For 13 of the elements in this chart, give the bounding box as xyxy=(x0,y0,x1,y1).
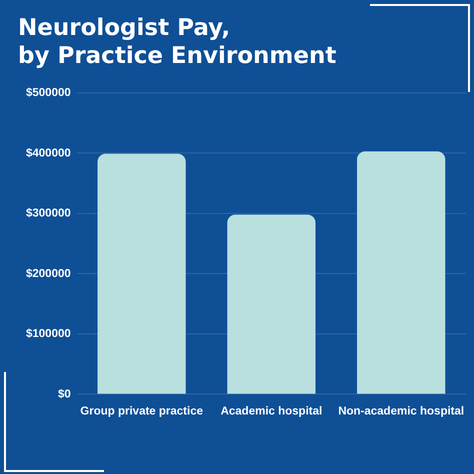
chart-title: Neurologist Pay, by Practice Environment xyxy=(18,14,336,70)
x-tick-label: Non-academic hospital xyxy=(338,405,464,418)
y-tick-label: $400000 xyxy=(26,147,71,160)
bar xyxy=(357,151,446,394)
y-tick-label: $100000 xyxy=(26,328,71,340)
x-tick-label: Academic hospital xyxy=(220,405,322,418)
y-tick-label: $300000 xyxy=(26,208,71,220)
x-tick-label: Group private practice xyxy=(80,405,203,418)
bar xyxy=(98,154,186,394)
y-tick-label: $500000 xyxy=(26,87,71,100)
y-tick-label: $200000 xyxy=(26,268,71,280)
y-tick-label: $0 xyxy=(58,388,71,400)
bar xyxy=(227,214,316,394)
